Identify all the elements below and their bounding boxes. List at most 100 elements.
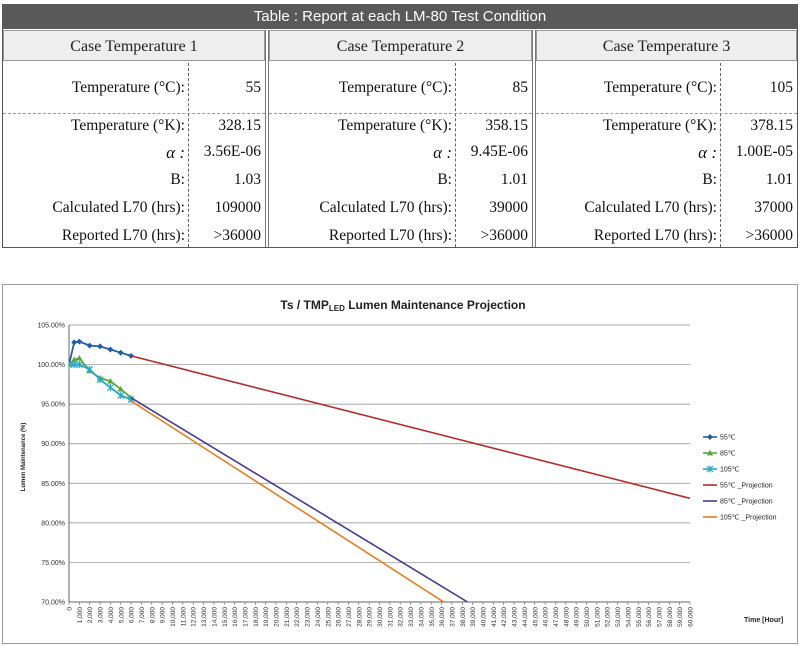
x-tick-label: 4,000	[108, 607, 115, 624]
row-label: Temperature (°K):	[71, 117, 185, 134]
legend-label: 85℃ _Projection	[720, 499, 773, 506]
x-tick-label: 32,000	[398, 607, 405, 627]
row-label: Calculated L70 (hrs):	[319, 199, 452, 216]
data-point	[70, 356, 78, 363]
x-tick-label: 39,000	[470, 607, 477, 627]
legend-label: 55℃ _Projection	[720, 483, 773, 490]
row-label: α :	[166, 143, 185, 162]
data-point	[117, 391, 125, 399]
legend-label: 105℃	[720, 467, 740, 474]
row-value: 85	[512, 79, 529, 96]
y-axis-label: Lumen Maintenance (%)	[21, 423, 27, 492]
x-tick-label: 13,000	[201, 607, 208, 627]
x-tick-label: 36,000	[439, 607, 446, 627]
x-tick-label: 0	[67, 607, 74, 611]
x-tick-label: 56,000	[646, 607, 653, 627]
x-tick-label: 44,000	[522, 607, 529, 627]
x-tick-label: 59,000	[677, 607, 684, 627]
y-tick-label: 75.00%	[41, 560, 65, 567]
row-label: α :	[433, 143, 452, 162]
lm80-report-table: Table : Report at each LM-80 Test Condit…	[2, 4, 798, 248]
x-tick-label: 60,000	[688, 607, 695, 627]
case-header-2: Case Temperature 2	[269, 30, 532, 61]
legend-label: 55℃	[720, 435, 736, 442]
chart-title-subscript: LED	[329, 304, 345, 313]
y-tick-label: 100.00%	[37, 362, 65, 369]
x-tick-label: 35,000	[429, 607, 436, 627]
row-value: 358.15	[485, 117, 528, 134]
dashed-divider	[536, 113, 797, 114]
x-tick-label: 41,000	[491, 607, 498, 627]
x-tick-label: 2,000	[87, 607, 94, 624]
series-3	[130, 355, 690, 500]
x-tick-label: 17,000	[242, 607, 249, 627]
x-tick-label: 28,000	[356, 607, 363, 627]
x-tick-label: 25,000	[325, 607, 332, 627]
data-point	[128, 352, 135, 359]
x-tick-label: 21,000	[284, 607, 291, 627]
dashed-divider	[269, 113, 532, 114]
data-point	[107, 346, 114, 353]
row-label: Reported L70 (hrs):	[328, 227, 452, 244]
series-line	[130, 400, 445, 602]
x-tick-label: 50,000	[584, 607, 591, 627]
data-point	[706, 465, 714, 473]
x-tick-label: 24,000	[315, 607, 322, 627]
dashed-divider	[3, 113, 265, 114]
data-point	[117, 385, 124, 392]
x-tick-label: 19,000	[263, 607, 270, 627]
data-point	[75, 361, 83, 369]
case-column-3: Temperature (°C): 105 Temperature (°K): 37…	[536, 63, 797, 247]
row-label: α :	[698, 143, 717, 162]
series-0	[69, 338, 135, 368]
x-tick-label: 58,000	[667, 607, 674, 627]
data-point	[70, 361, 78, 369]
data-point	[86, 342, 93, 349]
data-point	[707, 434, 713, 440]
row-value: 39000	[489, 199, 528, 216]
x-tick-label: 55,000	[636, 607, 643, 627]
data-point	[107, 377, 114, 384]
x-tick-label: 12,000	[191, 607, 198, 627]
y-tick-label: 70.00%	[41, 600, 65, 607]
data-point	[76, 338, 83, 345]
chart-svg: Ts / TMPLED Lumen Maintenance Projection…	[21, 298, 783, 627]
row-label: Temperature (°C):	[603, 79, 717, 96]
x-tick-label: 6,000	[129, 607, 136, 624]
x-tick-label: 42,000	[501, 607, 508, 627]
dashed-divider	[455, 63, 456, 247]
row-label: B:	[437, 171, 452, 188]
lumen-maintenance-chart: Ts / TMPLED Lumen Maintenance Projection…	[2, 284, 798, 644]
row-value: 9.45E-06	[470, 143, 528, 160]
x-tick-label: 31,000	[387, 607, 394, 627]
case-column-2: Temperature (°C): 85 Temperature (°K): 358…	[269, 63, 532, 247]
case-column-1: Temperature (°C): 55 Temperature (°K): 328…	[3, 63, 265, 247]
x-tick-label: 38,000	[460, 607, 467, 627]
x-tick-label: 51,000	[594, 607, 601, 627]
x-tick-label: 18,000	[253, 607, 260, 627]
legend-label: 85℃	[720, 451, 736, 458]
x-tick-label: 47,000	[553, 607, 560, 627]
column-divider	[265, 30, 269, 247]
row-value: 328.15	[218, 117, 261, 134]
row-value: 1.01	[500, 171, 528, 188]
legend-item: 55℃	[703, 434, 736, 442]
x-axis-label: Time [Hour]	[744, 617, 783, 624]
x-tick-label: 33,000	[408, 607, 415, 627]
series-4	[130, 397, 468, 602]
x-tick-label: 3,000	[98, 607, 105, 624]
row-value: 37000	[754, 199, 793, 216]
x-tick-label: 10,000	[170, 607, 177, 627]
x-tick-label: 46,000	[543, 607, 550, 627]
row-label: Calculated L70 (hrs):	[52, 199, 185, 216]
row-value: 109000	[214, 199, 262, 216]
chart-title: Ts / TMPLED Lumen Maintenance Projection	[280, 298, 525, 313]
series-2	[69, 361, 135, 403]
case-header-row: Case Temperature 1 Case Temperature 2 Ca…	[3, 30, 797, 63]
legend: 55℃ 85℃ 105℃ 55℃ _Projection 85℃ _Projection…	[703, 434, 777, 522]
row-label: Reported L70 (hrs):	[593, 227, 717, 244]
data-point	[76, 355, 83, 361]
x-tick-label: 27,000	[346, 607, 353, 627]
row-value: 55	[245, 79, 262, 96]
x-tick-label: 5,000	[118, 607, 125, 624]
